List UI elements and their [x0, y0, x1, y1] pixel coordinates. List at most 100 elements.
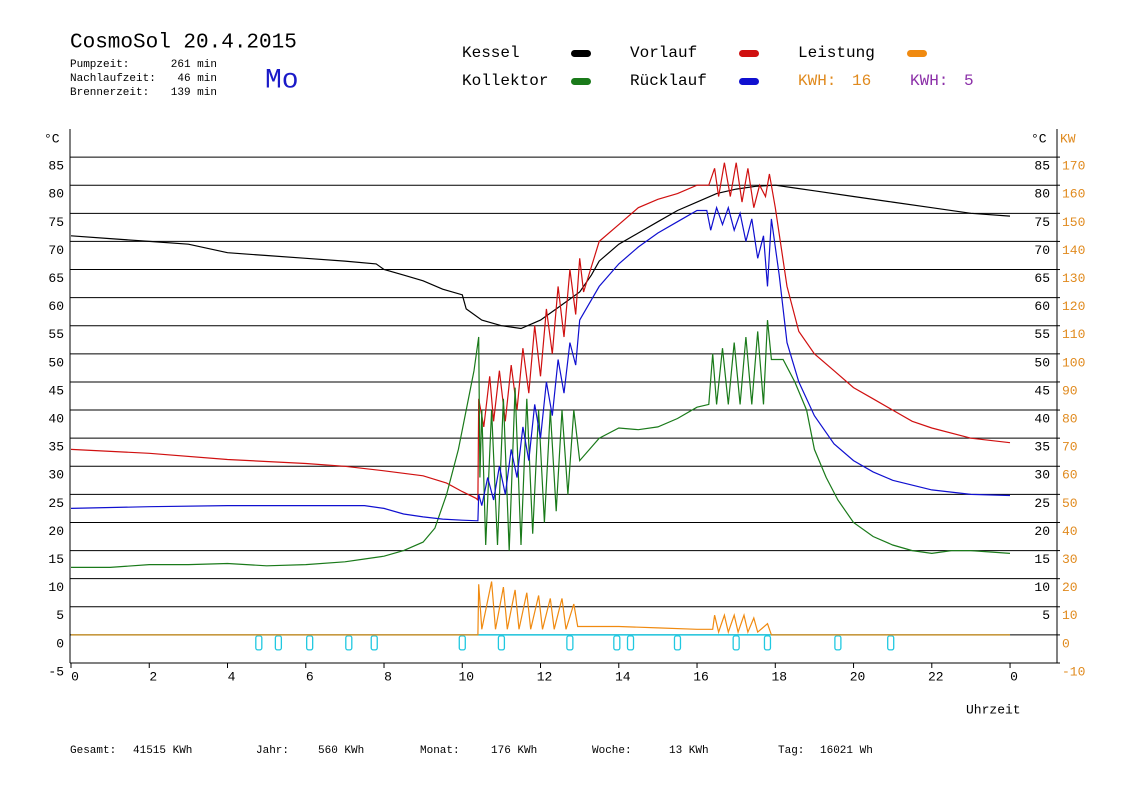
y2-tick-label: 100 [1062, 355, 1085, 370]
y-tick-label: 70 [48, 243, 64, 258]
pump-marker [834, 635, 842, 651]
pump-marker [673, 635, 682, 651]
y-tick-label: 20 [48, 524, 64, 539]
x-tick-label: 0 [1010, 669, 1018, 684]
y2-tick-label: 160 [1062, 187, 1085, 202]
x-tick-label: 18 [771, 669, 787, 684]
x-axis-label: Uhrzeit [966, 702, 1021, 717]
y-tick-label-right: 75 [1034, 215, 1050, 230]
x-tick-label: 6 [306, 669, 314, 684]
y2-tick-label: 10 [1062, 608, 1078, 623]
x-tick-label: 2 [149, 669, 157, 684]
y2-tick-label: 50 [1062, 496, 1078, 511]
footer-value: 13 KWh [669, 745, 709, 757]
legend-swatch [907, 50, 927, 57]
y2-tick-label: 60 [1062, 468, 1078, 483]
series-line [70, 184, 1011, 330]
y-tick-label-right: 45 [1034, 383, 1050, 398]
y-tick-label-right: 15 [1034, 552, 1050, 567]
y2-tick-label: 120 [1062, 299, 1085, 314]
footer-label: Monat: [420, 745, 460, 757]
y2-tick-label: 130 [1062, 271, 1085, 286]
stat-value: 139 min [171, 87, 217, 99]
pump-marker [458, 635, 466, 651]
y-tick-label-right: 60 [1034, 299, 1050, 314]
y2-tick-label: 30 [1062, 552, 1078, 567]
legend-label: Vorlauf [630, 44, 697, 62]
y-tick-label-right: 10 [1034, 580, 1050, 595]
y2-tick-label: 0 [1062, 636, 1070, 651]
pump-marker [566, 635, 574, 651]
y-tick-label-right: 80 [1034, 187, 1050, 202]
x-tick-label: 22 [928, 669, 944, 684]
y2-tick-label: 170 [1062, 159, 1085, 174]
x-tick-label: 16 [693, 669, 709, 684]
footer-label: Woche: [592, 745, 632, 757]
footer-value: 16021 Wh [820, 745, 873, 757]
y-tick-label: 80 [48, 187, 64, 202]
footer-value: 560 KWh [318, 745, 364, 757]
footer-label: Jahr: [256, 745, 289, 757]
legend-label: Leistung [798, 44, 875, 62]
y-tick-label: 10 [48, 580, 64, 595]
stat-label: Brennerzeit: [70, 87, 149, 99]
legend-label: Kollektor [462, 72, 548, 90]
y-tick-label: 65 [48, 271, 64, 286]
y-tick-label: 0 [56, 636, 64, 651]
y-tick-label: 30 [48, 468, 64, 483]
series-line [71, 320, 1011, 568]
weekday: Mo [265, 65, 299, 96]
y-tick-label-right: 40 [1034, 411, 1050, 426]
stat-value: 46 min [177, 73, 217, 85]
y2-tick-label: 40 [1062, 524, 1078, 539]
legend-swatch [571, 78, 591, 85]
pump-marker [497, 635, 506, 651]
legend-swatch [739, 50, 759, 57]
y-tick-label-right: 25 [1034, 496, 1050, 511]
y-tick-label-right: 55 [1034, 327, 1050, 342]
series-line [70, 205, 1011, 522]
legend-swatch [571, 50, 591, 57]
y-tick-label: 35 [48, 440, 64, 455]
pump-marker [613, 635, 621, 651]
y-tick-label-right: 30 [1034, 468, 1050, 483]
y-tick-label-right: 20 [1034, 524, 1050, 539]
stat-label: Pumpzeit: [70, 59, 129, 71]
y-tick-label: 15 [48, 552, 64, 567]
kwh-value: 5 [964, 72, 974, 90]
chart-title: CosmoSol 20.4.2015 [70, 32, 297, 55]
y2-tick-label: -10 [1062, 664, 1085, 679]
y-axis-label-right: °C [1031, 131, 1047, 146]
footer-label: Gesamt: [70, 745, 116, 757]
pump-marker [887, 635, 895, 651]
y-tick-label: 50 [48, 355, 64, 370]
y-tick-label-right: 35 [1034, 440, 1050, 455]
stat-label: Nachlaufzeit: [70, 73, 156, 85]
y2-axis-label: KW [1060, 131, 1076, 146]
y-tick-label-right: 85 [1034, 159, 1050, 174]
y-tick-label: 55 [48, 327, 64, 342]
pump-marker [255, 635, 263, 651]
y2-tick-label: 140 [1062, 243, 1085, 258]
kwh-label: KWH: [910, 72, 948, 90]
footer-label: Tag: [778, 745, 804, 757]
x-tick-label: 10 [458, 669, 474, 684]
pump-marker [306, 635, 314, 651]
footer-value: 176 KWh [491, 745, 537, 757]
y2-tick-label: 20 [1062, 580, 1078, 595]
legend-label: Kessel [462, 44, 520, 62]
pump-marker [763, 635, 772, 651]
y-tick-label: 25 [48, 496, 64, 511]
y-tick-label: 60 [48, 299, 64, 314]
y2-tick-label: 90 [1062, 383, 1078, 398]
y2-tick-label: 80 [1062, 411, 1078, 426]
x-tick-label: 8 [384, 669, 392, 684]
legend-swatch [739, 78, 759, 85]
series-line [71, 581, 1010, 636]
y-axis-label: °C [44, 131, 60, 146]
pump-marker [370, 635, 378, 651]
x-tick-label: 20 [850, 669, 866, 684]
kwh-label: KWH: [798, 72, 836, 90]
stat-value: 261 min [171, 59, 217, 71]
